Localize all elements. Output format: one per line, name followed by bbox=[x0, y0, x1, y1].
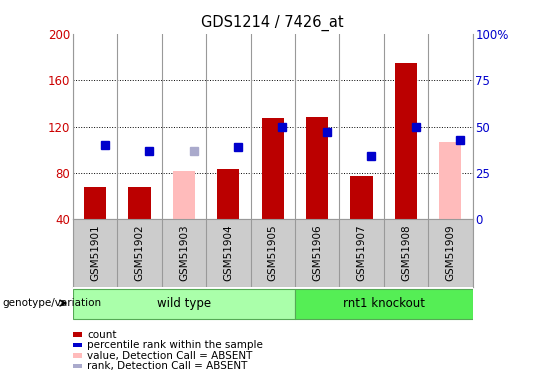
Text: count: count bbox=[87, 330, 117, 339]
Bar bbox=[173, 171, 195, 219]
Title: GDS1214 / 7426_at: GDS1214 / 7426_at bbox=[201, 15, 344, 31]
Bar bbox=[395, 63, 417, 219]
Bar bbox=[350, 177, 373, 219]
Bar bbox=[439, 142, 461, 219]
Bar bbox=[84, 187, 106, 219]
Bar bbox=[129, 187, 151, 219]
Text: GSM51907: GSM51907 bbox=[356, 225, 367, 281]
Text: genotype/variation: genotype/variation bbox=[3, 298, 102, 308]
Text: GSM51906: GSM51906 bbox=[312, 225, 322, 281]
Text: GSM51901: GSM51901 bbox=[90, 225, 100, 281]
Text: wild type: wild type bbox=[157, 297, 211, 310]
Text: rank, Detection Call = ABSENT: rank, Detection Call = ABSENT bbox=[87, 361, 247, 371]
Text: GSM51903: GSM51903 bbox=[179, 225, 189, 281]
Text: GSM51908: GSM51908 bbox=[401, 225, 411, 281]
Bar bbox=[217, 170, 239, 219]
Text: GSM51902: GSM51902 bbox=[134, 225, 145, 281]
Bar bbox=[306, 117, 328, 219]
Bar bbox=[261, 118, 284, 219]
Text: GSM51905: GSM51905 bbox=[268, 225, 278, 281]
Text: percentile rank within the sample: percentile rank within the sample bbox=[87, 340, 263, 350]
Text: rnt1 knockout: rnt1 knockout bbox=[343, 297, 424, 310]
Text: value, Detection Call = ABSENT: value, Detection Call = ABSENT bbox=[87, 351, 252, 360]
Bar bbox=[295, 289, 472, 319]
Text: GSM51909: GSM51909 bbox=[446, 225, 455, 281]
Bar bbox=[73, 289, 295, 319]
Text: GSM51904: GSM51904 bbox=[224, 225, 233, 281]
